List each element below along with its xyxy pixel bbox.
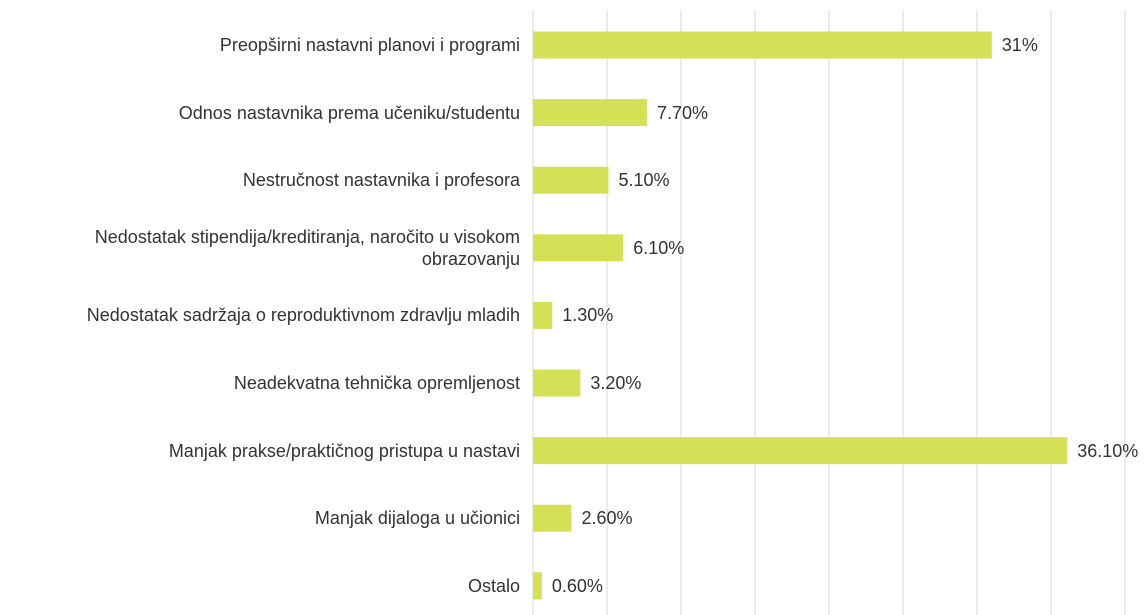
value-label: 6.10% bbox=[633, 237, 685, 258]
bar bbox=[533, 369, 581, 397]
category-label: Nedostatak stipendija/kreditiranja, naro… bbox=[94, 226, 520, 269]
bar bbox=[533, 504, 572, 532]
category-label: Ostalo bbox=[467, 575, 520, 596]
value-label: 31% bbox=[1001, 35, 1038, 55]
category-label: Odnos nastavnika prema učeniku/studentu bbox=[178, 102, 520, 123]
bar bbox=[533, 31, 992, 59]
value-label: 1.30% bbox=[562, 305, 614, 326]
value-label: 3.20% bbox=[590, 373, 642, 393]
bar bbox=[533, 437, 1068, 465]
category-label: Nestručnost nastavnika i profesora bbox=[242, 170, 520, 191]
category-label: Manjak dijaloga u učionici bbox=[314, 508, 520, 529]
category-label: Manjak prakse/praktičnog pristupa u nast… bbox=[168, 440, 520, 461]
value-label: 5.10% bbox=[618, 170, 670, 191]
category-label: Nedostatak sadržaja o reproduktivnom zdr… bbox=[86, 305, 520, 326]
category-label: Preopširni nastavni planovi i programi bbox=[219, 35, 520, 55]
value-label: 2.60% bbox=[581, 508, 633, 529]
value-label: 7.70% bbox=[656, 102, 708, 123]
bar bbox=[533, 572, 542, 600]
bar bbox=[533, 301, 553, 329]
bar bbox=[533, 99, 647, 127]
value-label: 0.60% bbox=[551, 575, 603, 596]
category-label: Neadekvatna tehnička opremljenost bbox=[233, 373, 520, 393]
bar bbox=[533, 234, 624, 262]
value-label: 36.10% bbox=[1077, 440, 1139, 461]
bar bbox=[533, 166, 609, 194]
